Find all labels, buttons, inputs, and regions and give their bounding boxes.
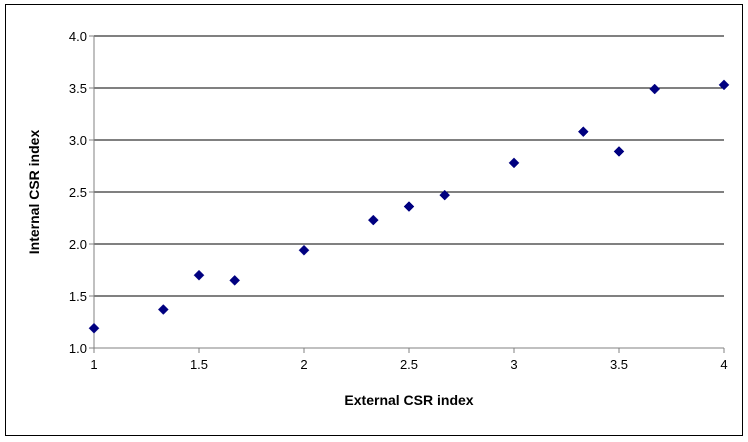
- y-tick-label: 3.0: [69, 133, 87, 148]
- x-tick-label: 3.5: [610, 357, 628, 372]
- data-point: [649, 83, 661, 95]
- x-tick-label: 2.5: [400, 357, 418, 372]
- x-tick-label: 2: [300, 357, 307, 372]
- data-point: [229, 275, 241, 286]
- scatter-chart: 1 1.5 2 2.5 3 3.5 4 1.0 1.5 2.0 2.5 3.0 3.5 4.0 Exte…: [26, 29, 730, 408]
- x-tick-label: 3: [510, 357, 517, 372]
- data-point: [88, 322, 100, 334]
- data-point: [403, 201, 415, 212]
- data-point: [577, 126, 589, 138]
- y-tick-label: 1.5: [69, 289, 87, 304]
- y-tick-label: 2.5: [69, 185, 87, 200]
- data-point: [193, 269, 205, 281]
- data-points: [88, 79, 730, 334]
- data-point: [157, 304, 169, 315]
- y-axis-ticks: 1.0 1.5 2.0 2.5 3.0 3.5 4.0: [69, 29, 94, 356]
- x-axis-title: External CSR index: [344, 392, 473, 408]
- y-tick-label: 1.0: [69, 341, 87, 356]
- data-point: [613, 146, 625, 157]
- y-tick-label: 2.0: [69, 237, 87, 252]
- x-axis-ticks: 1 1.5 2 2.5 3 3.5 4: [90, 348, 728, 372]
- gridlines: [94, 35, 724, 297]
- y-tick-label: 4.0: [69, 29, 87, 44]
- data-point: [367, 214, 379, 226]
- data-point: [439, 189, 451, 201]
- x-tick-label: 1.5: [190, 357, 208, 372]
- y-tick-label: 3.5: [69, 81, 87, 96]
- x-tick-label: 4: [720, 357, 727, 372]
- chart-frame: 1 1.5 2 2.5 3 3.5 4 1.0 1.5 2.0 2.5 3.0 3.5 4.0 Exte…: [5, 4, 743, 436]
- x-tick-label: 1: [90, 357, 97, 372]
- y-axis-title: Internal CSR index: [26, 130, 42, 255]
- data-point: [718, 79, 730, 91]
- data-point: [508, 157, 520, 169]
- data-point: [298, 244, 310, 256]
